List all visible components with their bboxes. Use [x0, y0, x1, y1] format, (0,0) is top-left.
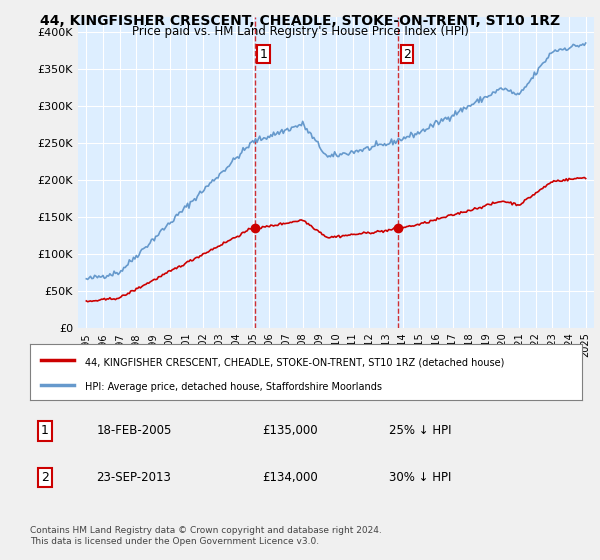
Text: Contains HM Land Registry data © Crown copyright and database right 2024.
This d: Contains HM Land Registry data © Crown c… — [30, 526, 382, 546]
Text: 2: 2 — [41, 471, 49, 484]
Text: £134,000: £134,000 — [262, 471, 317, 484]
Text: 1: 1 — [260, 48, 268, 60]
Text: £135,000: £135,000 — [262, 424, 317, 437]
Text: 30% ↓ HPI: 30% ↓ HPI — [389, 471, 451, 484]
Text: 18-FEB-2005: 18-FEB-2005 — [96, 424, 172, 437]
Text: 44, KINGFISHER CRESCENT, CHEADLE, STOKE-ON-TRENT, ST10 1RZ (detached house): 44, KINGFISHER CRESCENT, CHEADLE, STOKE-… — [85, 357, 505, 367]
Text: 1: 1 — [41, 424, 49, 437]
Text: HPI: Average price, detached house, Staffordshire Moorlands: HPI: Average price, detached house, Staf… — [85, 382, 382, 392]
Text: 2: 2 — [403, 48, 411, 60]
Text: Price paid vs. HM Land Registry's House Price Index (HPI): Price paid vs. HM Land Registry's House … — [131, 25, 469, 38]
Text: 44, KINGFISHER CRESCENT, CHEADLE, STOKE-ON-TRENT, ST10 1RZ: 44, KINGFISHER CRESCENT, CHEADLE, STOKE-… — [40, 14, 560, 28]
Text: 23-SEP-2013: 23-SEP-2013 — [96, 471, 171, 484]
Text: 25% ↓ HPI: 25% ↓ HPI — [389, 424, 451, 437]
